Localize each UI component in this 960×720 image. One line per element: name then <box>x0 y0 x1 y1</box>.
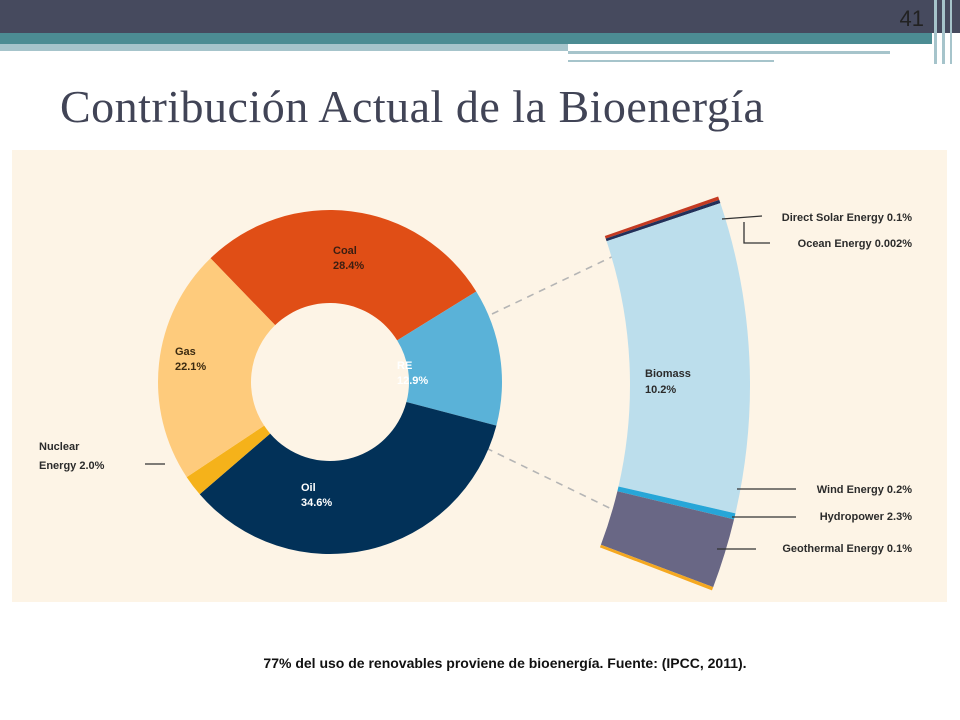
value-direct-solar-energy: 0.1% <box>887 212 912 224</box>
leader-line-ocean-energy <box>743 222 770 244</box>
value-ocean-energy: 0.002% <box>875 238 913 250</box>
connector-line-bottom <box>485 447 629 518</box>
connector-line-top <box>491 252 621 315</box>
slice-re <box>397 291 502 426</box>
header-vertical-rule <box>950 0 952 64</box>
header-light-stripe <box>0 44 568 51</box>
value-geothermal-energy: 0.1% <box>887 543 912 555</box>
slice-nuclear-energy <box>186 425 271 495</box>
label-nuclear-energy: Nuclear <box>39 441 80 453</box>
label-biomass: Biomass <box>645 368 691 380</box>
label-ocean-energy: Ocean Energy 0.002% <box>798 238 913 250</box>
energy-chart: Coal 28.4% RE 12.9% Oil 34.6% Gas 22.1% Nuclear E… <box>39 196 912 591</box>
leader-lines <box>145 215 796 550</box>
arc-segment-direct-solar-energy <box>604 196 720 239</box>
arc-segment-hydropower <box>600 491 735 588</box>
value-hydropower: 2.3% <box>887 511 912 523</box>
leader-line-direct-solar-energy <box>721 215 763 220</box>
arc-segment-wind-energy <box>617 486 736 520</box>
header-divider-line <box>568 60 774 62</box>
value-coal: 28.4% <box>333 260 364 272</box>
value-re: 12.9% <box>397 375 428 387</box>
arc-segment-ocean-energy <box>605 199 721 242</box>
slice-gas <box>157 258 276 478</box>
label-direct-solar-energy: Direct Solar Energy 0.1% <box>782 212 912 224</box>
arc-segment-geothermal-energy <box>599 544 714 591</box>
header-accent-stripe <box>0 33 932 44</box>
label-gas: Gas <box>175 346 196 358</box>
value-biomass: 10.2% <box>645 384 676 396</box>
donut-chart <box>157 210 502 554</box>
page-title: Contribución Actual de la Bioenergía <box>60 81 765 132</box>
value-gas: 22.1% <box>175 361 206 373</box>
label-coal: Coal <box>333 245 357 257</box>
label-hydropower: Hydropower 2.3% <box>820 511 913 523</box>
value-oil: 34.6% <box>301 497 332 509</box>
slice-oil <box>199 402 497 554</box>
chart-panel: Coal 28.4% RE 12.9% Oil 34.6% Gas 22.1% Nuclear E… <box>12 150 947 602</box>
arc-segment-biomass <box>606 203 750 514</box>
value-nuclear-energy: 2.0% <box>79 460 104 472</box>
label-geothermal-energy: Geothermal Energy 0.1% <box>782 543 912 555</box>
re-breakdown-arc <box>599 196 750 591</box>
label-wind-energy: Wind Energy 0.2% <box>817 484 912 496</box>
figure-caption: 77% del uso de renovables proviene de bi… <box>263 655 747 671</box>
slice-coal <box>210 210 477 341</box>
page-number: 41 <box>899 6 924 31</box>
label-re: RE <box>397 360 412 372</box>
chart-labels: Coal 28.4% RE 12.9% Oil 34.6% Gas 22.1% Nuclear E… <box>39 212 912 555</box>
header-vertical-rule <box>942 0 945 64</box>
value-wind-energy: 0.2% <box>887 484 912 496</box>
header-divider-line <box>568 51 890 54</box>
label-oil: Oil <box>301 482 316 494</box>
header-bar <box>0 0 960 33</box>
header-vertical-rule <box>934 0 937 64</box>
label-nuclear-energy: Energy 2.0% <box>39 460 105 472</box>
